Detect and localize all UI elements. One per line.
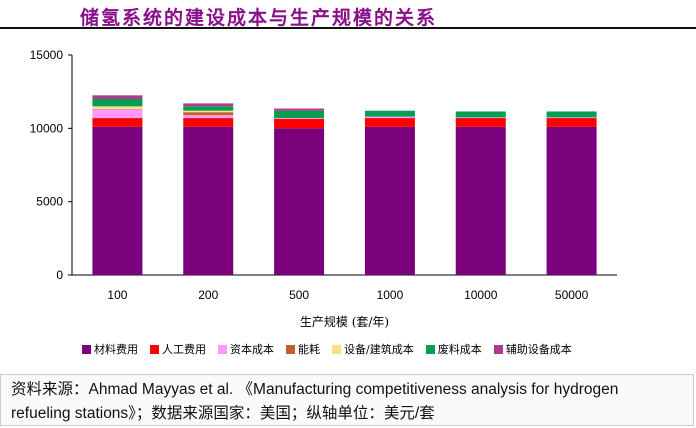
bar-segment (364, 118, 415, 127)
x-tick-label: 50000 (555, 288, 589, 302)
legend-item: 材料费用 (82, 341, 138, 357)
bar-segment (546, 111, 597, 118)
legend-item: 辅助设备成本 (493, 341, 572, 357)
legend-swatch (425, 344, 435, 354)
bar-segment (92, 118, 143, 127)
bar-segment (183, 126, 234, 275)
source-note: 资料来源：Ahmad Mayyas et al. 《Manufacturing … (0, 374, 694, 426)
bar-segment (274, 108, 325, 111)
legend-item: 人工费用 (150, 341, 206, 357)
y-tick-label: 5000 (36, 195, 63, 209)
legend-item: 设备/建筑成本 (332, 341, 414, 357)
title-divider (0, 27, 696, 29)
legend-item: 资本成本 (218, 341, 274, 357)
x-axis-title: 生产规模 (套/年) (300, 314, 389, 329)
x-tick-label: 200 (198, 288, 218, 302)
x-tick-label: 1000 (377, 288, 404, 302)
legend-item: 废料成本 (425, 341, 482, 357)
bar-segment (455, 117, 506, 119)
bar-segment (92, 109, 143, 119)
bar-segment (455, 118, 506, 127)
legend-item: 能耗 (286, 341, 320, 357)
bar-segment (455, 126, 506, 275)
bar-segment (546, 117, 597, 119)
legend-label: 废料成本 (437, 343, 482, 356)
bar-segment (183, 110, 234, 113)
bar-segment (183, 115, 234, 119)
bar-segment (364, 110, 415, 117)
legend-label: 设备/建筑成本 (344, 343, 414, 356)
y-tick-label: 15000 (30, 48, 64, 62)
bar-segment (183, 118, 234, 127)
bar-segment (274, 110, 325, 119)
legend-label: 辅助设备成本 (505, 343, 572, 356)
bar-segment (92, 95, 143, 99)
bar-segment (364, 116, 415, 119)
legend-swatch (493, 344, 503, 354)
legend-swatch (332, 344, 341, 354)
chart-title: 储氢系统的建设成本与生产规模的关系 (80, 7, 438, 29)
legend: 材料费用 人工费用 资本成本 能耗 设备/建筑成本 废料成本 辅助设备成本 (82, 341, 572, 357)
legend-swatch (218, 344, 227, 354)
bar-segment (183, 103, 234, 107)
x-tick-label: 500 (289, 288, 309, 302)
legend-swatch (150, 344, 159, 354)
legend-label: 能耗 (298, 343, 320, 356)
bar-segment (546, 126, 597, 275)
x-tick-label: 100 (107, 288, 127, 302)
y-tick-label: 0 (56, 268, 63, 282)
bar-segment (546, 118, 597, 127)
bar-segment (92, 106, 143, 109)
legend-label: 资本成本 (230, 343, 274, 356)
bar-segment (274, 128, 325, 275)
bar-segment (183, 106, 234, 111)
chart-plot: 0 5000 10000 15000 100 200 500 1000 10000 50000 生产… (30, 48, 617, 329)
bar-segment (455, 111, 506, 118)
source-line-1: 资料来源：Ahmad Mayyas et al. 《Manufacturing … (11, 381, 619, 398)
legend-swatch (82, 344, 91, 354)
bar-segment (92, 126, 143, 275)
bar-segment (364, 126, 415, 275)
bar-segment (92, 99, 143, 107)
bar-segment (183, 112, 234, 116)
legend-label: 人工费用 (162, 343, 206, 356)
y-tick-label: 10000 (30, 121, 64, 135)
bar-segment (274, 118, 325, 129)
legend-label: 材料费用 (94, 343, 138, 356)
legend-swatch (286, 344, 295, 354)
source-line-2: refueling stations》；数据来源国家：美国；纵轴单位：美元/套 (11, 405, 435, 422)
bar-segment (274, 118, 325, 119)
x-tick-label: 10000 (464, 288, 498, 302)
